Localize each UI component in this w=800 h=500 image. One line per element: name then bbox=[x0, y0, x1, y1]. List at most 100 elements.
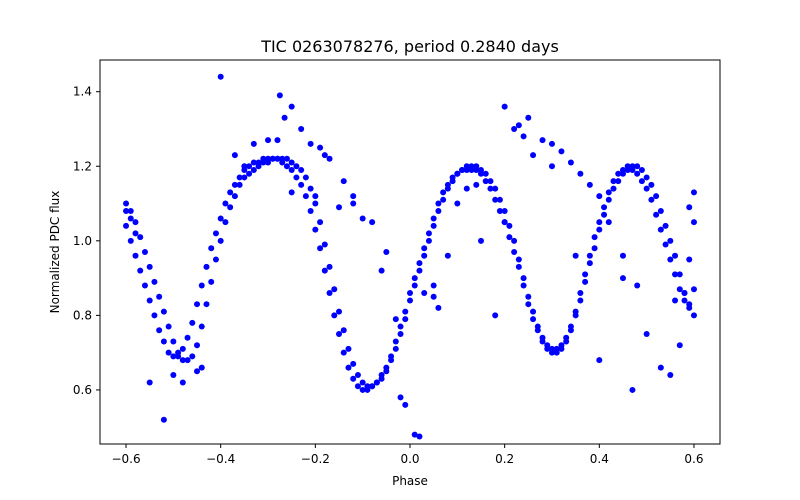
data-point bbox=[288, 166, 295, 173]
data-point bbox=[392, 345, 399, 352]
data-point bbox=[686, 256, 693, 263]
data-point bbox=[160, 416, 167, 423]
data-point bbox=[184, 334, 191, 341]
data-point bbox=[596, 226, 603, 233]
data-point bbox=[425, 237, 432, 244]
data-point bbox=[170, 372, 177, 379]
data-point bbox=[690, 312, 697, 319]
data-point bbox=[492, 312, 499, 319]
x-tick-label: −0.4 bbox=[206, 452, 235, 466]
data-point bbox=[582, 278, 589, 285]
x-axis-label: Phase bbox=[392, 474, 428, 488]
data-point bbox=[302, 193, 309, 200]
data-point bbox=[326, 263, 333, 270]
data-point bbox=[487, 178, 494, 185]
data-point bbox=[302, 174, 309, 181]
x-tick-label: 0.0 bbox=[400, 452, 419, 466]
data-point bbox=[657, 364, 664, 371]
data-point bbox=[496, 207, 503, 214]
data-point bbox=[359, 379, 366, 386]
x-tick-label: 0.6 bbox=[684, 452, 703, 466]
data-point bbox=[212, 256, 219, 263]
data-point bbox=[222, 200, 229, 207]
data-point bbox=[402, 316, 409, 323]
data-point bbox=[170, 353, 177, 360]
data-point bbox=[331, 312, 338, 319]
data-point bbox=[265, 137, 272, 144]
data-point bbox=[506, 234, 513, 241]
data-point bbox=[250, 166, 257, 173]
data-point bbox=[156, 293, 163, 300]
data-point bbox=[288, 103, 295, 110]
data-point bbox=[179, 345, 186, 352]
data-point bbox=[194, 368, 201, 375]
data-point bbox=[459, 166, 466, 173]
data-point bbox=[586, 181, 593, 188]
data-point bbox=[558, 345, 565, 352]
data-point bbox=[359, 215, 366, 222]
data-point bbox=[288, 159, 295, 166]
data-point bbox=[563, 338, 570, 345]
data-point bbox=[198, 323, 205, 330]
data-point bbox=[440, 189, 447, 196]
data-point bbox=[189, 353, 196, 360]
data-point bbox=[236, 181, 243, 188]
data-point bbox=[662, 241, 669, 248]
data-point bbox=[690, 286, 697, 293]
data-point bbox=[141, 282, 148, 289]
data-point bbox=[681, 290, 688, 297]
data-point bbox=[648, 181, 655, 188]
data-point bbox=[421, 252, 428, 259]
data-point bbox=[468, 166, 475, 173]
data-point bbox=[539, 338, 546, 345]
data-point bbox=[397, 323, 404, 330]
data-point bbox=[629, 166, 636, 173]
data-point bbox=[610, 185, 617, 192]
data-point bbox=[369, 219, 376, 226]
data-point bbox=[496, 196, 503, 203]
data-point bbox=[596, 193, 603, 200]
data-point bbox=[558, 148, 565, 155]
data-point bbox=[151, 312, 158, 319]
data-point bbox=[194, 342, 201, 349]
data-point bbox=[667, 372, 674, 379]
data-point bbox=[217, 215, 224, 222]
data-point bbox=[250, 140, 257, 147]
data-point bbox=[298, 181, 305, 188]
data-point bbox=[388, 353, 395, 360]
data-point bbox=[276, 92, 283, 99]
data-point bbox=[411, 282, 418, 289]
data-point bbox=[354, 372, 361, 379]
data-point bbox=[619, 275, 626, 282]
data-point bbox=[392, 338, 399, 345]
chart-title: TIC 0263078276, period 0.2840 days bbox=[260, 37, 559, 56]
data-point bbox=[411, 431, 418, 438]
data-point bbox=[288, 189, 295, 196]
data-point bbox=[274, 155, 281, 162]
data-point bbox=[359, 386, 366, 393]
data-point bbox=[601, 211, 608, 218]
data-point bbox=[345, 364, 352, 371]
data-point bbox=[615, 170, 622, 177]
data-point bbox=[246, 170, 253, 177]
data-point bbox=[435, 304, 442, 311]
data-point bbox=[530, 316, 537, 323]
data-point bbox=[619, 170, 626, 177]
data-point bbox=[548, 349, 555, 356]
data-point bbox=[373, 379, 380, 386]
data-point bbox=[643, 185, 650, 192]
data-point bbox=[231, 152, 238, 159]
data-point bbox=[146, 297, 153, 304]
data-point bbox=[591, 234, 598, 241]
data-point bbox=[430, 215, 437, 222]
data-point bbox=[298, 125, 305, 132]
data-point bbox=[548, 140, 555, 147]
data-point bbox=[525, 114, 532, 121]
data-point bbox=[643, 331, 650, 338]
data-point bbox=[653, 193, 660, 200]
data-point bbox=[667, 256, 674, 263]
data-point bbox=[506, 222, 513, 229]
data-point bbox=[331, 286, 338, 293]
